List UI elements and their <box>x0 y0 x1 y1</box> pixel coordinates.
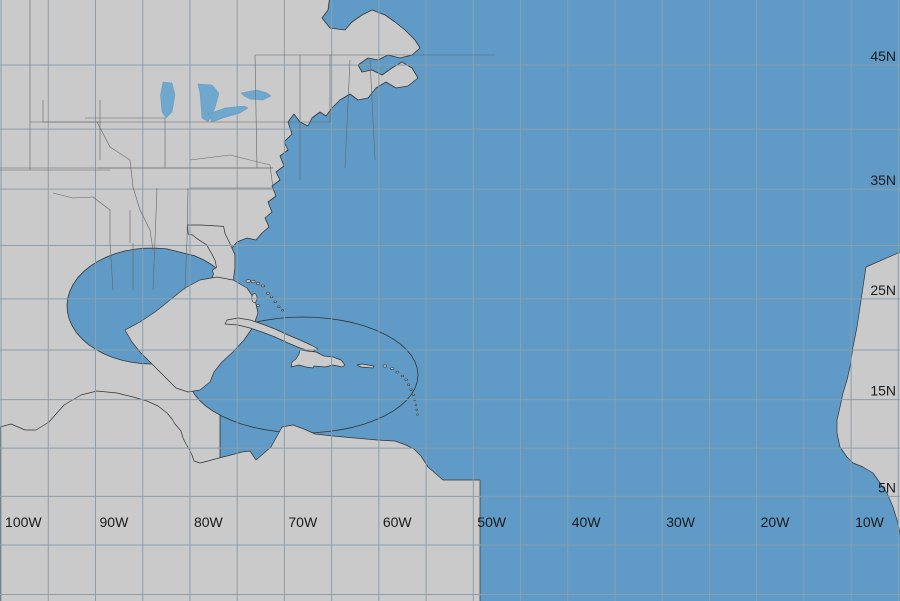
svg-text:15N: 15N <box>870 383 896 399</box>
svg-text:90W: 90W <box>100 514 130 530</box>
svg-text:25N: 25N <box>870 282 896 298</box>
svg-text:5N: 5N <box>878 479 896 495</box>
svg-text:45N: 45N <box>870 48 896 64</box>
svg-text:70W: 70W <box>288 514 318 530</box>
svg-text:60W: 60W <box>383 514 413 530</box>
svg-text:10W: 10W <box>855 514 885 530</box>
svg-text:40W: 40W <box>572 514 602 530</box>
svg-text:50W: 50W <box>477 514 507 530</box>
svg-text:100W: 100W <box>5 514 42 530</box>
svg-text:35N: 35N <box>870 172 896 188</box>
svg-text:30W: 30W <box>666 514 696 530</box>
svg-text:20W: 20W <box>761 514 791 530</box>
svg-text:80W: 80W <box>194 514 224 530</box>
